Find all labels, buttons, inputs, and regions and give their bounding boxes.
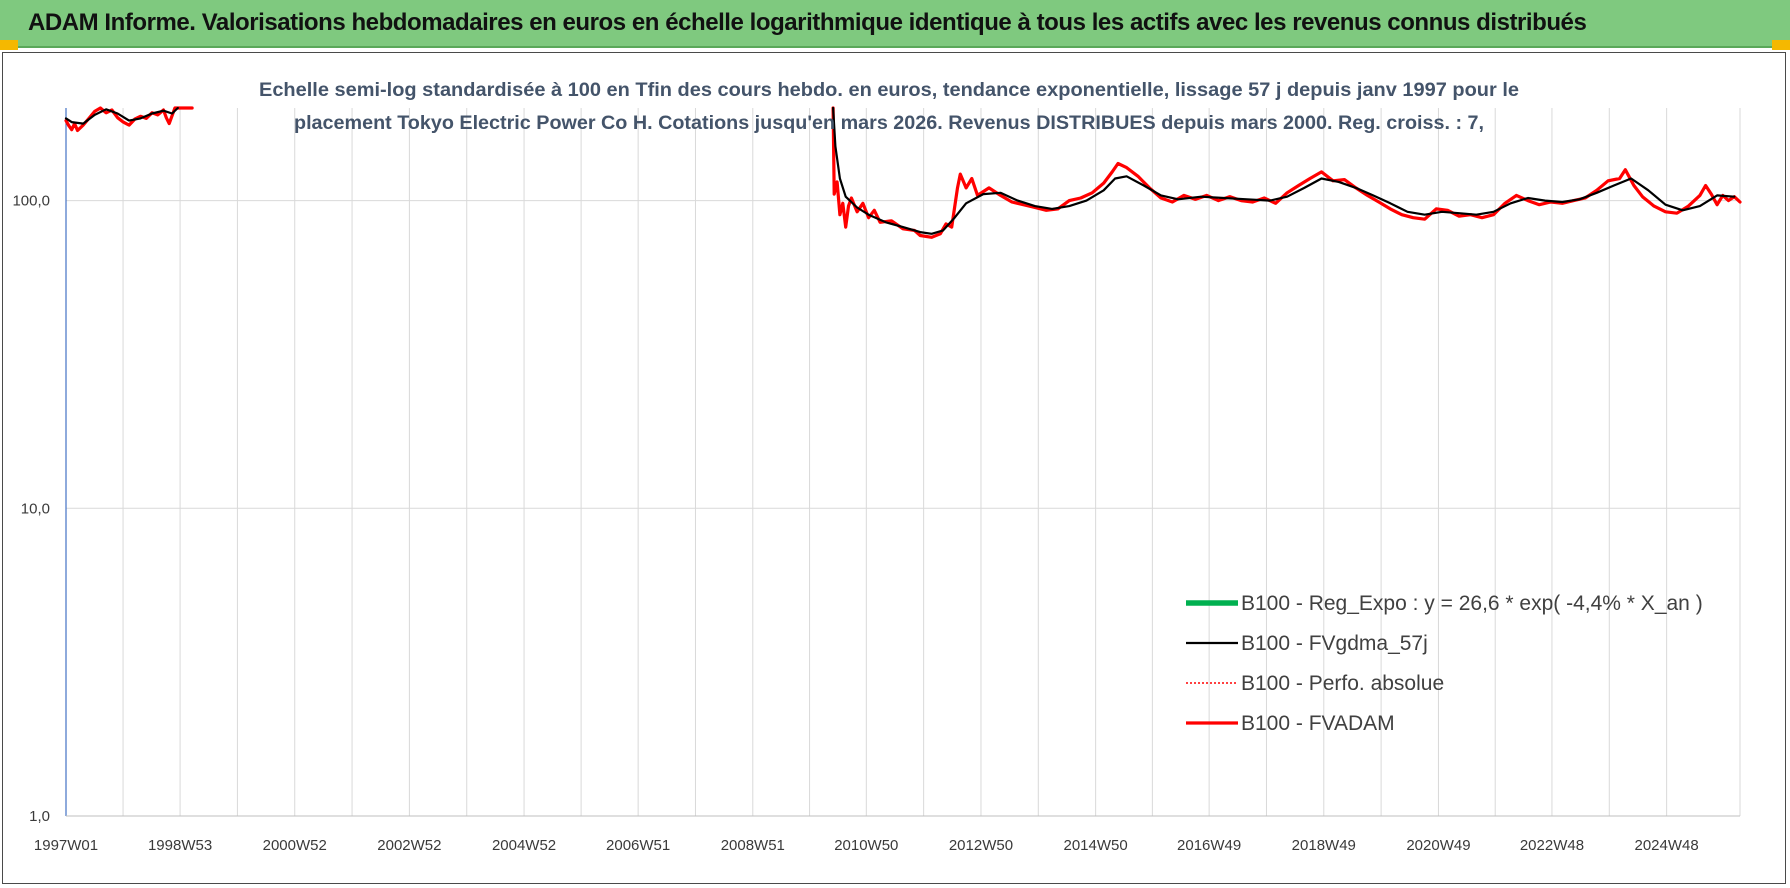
chart-title-layer: Echelle semi-log standardisée à 100 en T… <box>259 79 1519 134</box>
report-banner: ADAM Informe. Valorisations hebdomadaire… <box>0 0 1790 48</box>
grid-layer <box>65 108 1741 817</box>
legend-label-1: B100 - FVgdma_57j <box>1241 632 1428 655</box>
corner-marker-top-right <box>1772 40 1790 50</box>
x-tick-label: 2004W52 <box>492 837 556 854</box>
chart-title-line: placement Tokyo Electric Power Co H. Cot… <box>294 112 1484 134</box>
legend-layer: B100 - Reg_Expo : y = 26,6 * exp( -4,4% … <box>1186 592 1703 735</box>
x-tick-label: 2022W48 <box>1520 837 1584 854</box>
x-tick-label: 2014W50 <box>1064 837 1128 854</box>
x-tick-label: 2024W48 <box>1635 837 1699 854</box>
chart-frame <box>2 52 1786 884</box>
legend-label-0: B100 - Reg_Expo : y = 26,6 * exp( -4,4% … <box>1241 592 1703 615</box>
x-tick-label: 2002W52 <box>377 837 441 854</box>
x-tick-label: 2006W51 <box>606 837 670 854</box>
series-layer <box>64 106 1742 239</box>
x-tick-label: 1997W01 <box>34 837 98 854</box>
axes-layer: 1,0 10,0 100,0 1997W01 1998W53 2000W52 2002W52… <box>12 108 1740 854</box>
x-tick-label: 2010W50 <box>834 837 898 854</box>
legend-label-2: B100 - Perfo. absolue <box>1241 672 1444 695</box>
y-tick-label: 100,0 <box>12 193 50 210</box>
x-tick-label: 2020W49 <box>1406 837 1470 854</box>
y-tick-label: 1,0 <box>29 808 50 825</box>
x-tick-label: 2016W49 <box>1177 837 1241 854</box>
y-tick-label: 10,0 <box>21 500 50 517</box>
series-line-1 <box>64 106 179 125</box>
x-tick-label: 1998W53 <box>148 837 212 854</box>
x-tick-label: 2012W50 <box>949 837 1013 854</box>
legend-label-3: B100 - FVADAM <box>1241 712 1395 735</box>
x-tick-label: 2000W52 <box>263 837 327 854</box>
x-tick-label: 2018W49 <box>1292 837 1356 854</box>
series-line-1 <box>832 106 1736 235</box>
corner-marker-top-left <box>0 40 18 50</box>
x-tick-label: 2008W51 <box>721 837 785 854</box>
report-title: ADAM Informe. Valorisations hebdomadaire… <box>28 9 1587 36</box>
chart-title-line: Echelle semi-log standardisée à 100 en T… <box>259 79 1519 101</box>
